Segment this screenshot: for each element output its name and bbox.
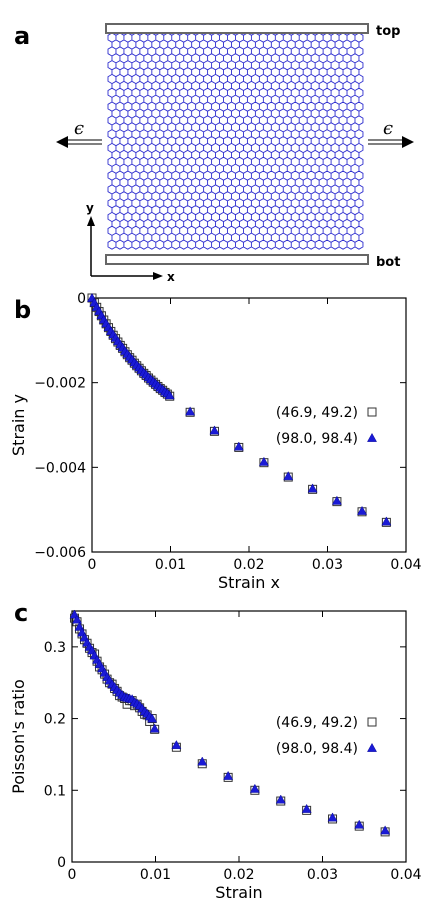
data-point-triangle [331, 495, 342, 505]
top-bar-label: top [376, 24, 400, 39]
y-tick-label: 0 [77, 291, 86, 307]
y-tick-label: −0.004 [34, 460, 86, 476]
x-axis-title: Strain x [218, 573, 280, 592]
data-point-triangle [354, 819, 365, 829]
chart-b: 0 0.01 0.02 0.03 0.04 0 −0.002 −0.004 −0.006 Stra… [9, 291, 422, 592]
right-strain-arrow [368, 136, 414, 148]
legend-label: (46.9, 49.2) [276, 405, 358, 421]
data-point-triangle [307, 483, 318, 493]
coordinate-axes [87, 216, 163, 280]
data-point-triangle [149, 723, 160, 733]
x-tick-label: 0.02 [223, 867, 254, 883]
data-point-triangle [171, 740, 182, 749]
x-tick-label: 0.04 [390, 557, 421, 573]
chart-c: 0 0.01 0.02 0.03 0.04 0 0.1 0.2 0.3 Strain Poisson… [9, 609, 422, 902]
data-point-triangle [233, 441, 244, 451]
panel-b-label: b [14, 296, 31, 324]
panel-a-label: a [14, 22, 30, 50]
x-tick-label: 0.01 [140, 867, 171, 883]
right-strain-label: ϵ [383, 118, 393, 139]
legend-label: (98.0, 98.4) [276, 431, 358, 447]
data-point-triangle [249, 783, 260, 793]
x-tick-label: 0 [88, 557, 97, 573]
graphene-lattice [107, 32, 364, 250]
y-tick-label: −0.006 [34, 545, 86, 561]
data-point-triangle [147, 713, 158, 723]
data-point-triangle [164, 390, 175, 400]
y-axis-title: Strain y [9, 394, 28, 456]
x-tick-label: 0 [68, 867, 77, 883]
y-axis-title: Poisson's ratio [9, 679, 28, 794]
data-point-triangle [381, 516, 392, 526]
x-axis-title: Strain [215, 883, 262, 902]
y-tick-label: 0.1 [44, 783, 66, 799]
x-tick-label: 0.03 [307, 867, 338, 883]
x-tick-label: 0.03 [312, 557, 343, 573]
data-point-triangle [223, 770, 234, 780]
panel-c-label: c [14, 599, 28, 627]
series-triangles [69, 609, 391, 835]
top-bar [105, 23, 369, 34]
x-axis-arrow-label: x [167, 270, 175, 284]
legend-triangle-icon [367, 742, 377, 752]
legend-triangle-icon [367, 432, 377, 442]
data-point-triangle [258, 456, 269, 466]
lattice-hexagons [107, 32, 364, 250]
y-axis-arrow-label: y [86, 201, 94, 215]
data-point-triangle [283, 471, 294, 481]
left-strain-arrow [56, 136, 102, 148]
plot-frame [71, 610, 407, 863]
data-point-triangle [357, 505, 367, 515]
bottom-bar [105, 254, 369, 265]
panel-c: c 0 0.01 0.02 0.03 0.04 0 0.1 0.2 0.3 Strain Poiss… [9, 599, 422, 902]
data-point-triangle [327, 812, 338, 822]
bot-bar-label: bot [376, 255, 400, 270]
data-point-triangle [72, 614, 82, 624]
x-tick-label: 0.01 [155, 557, 186, 573]
data-point-triangle [275, 794, 286, 804]
series-triangles [87, 292, 392, 526]
legend-square-icon [367, 717, 377, 727]
data-point-triangle [301, 803, 312, 813]
x-tick-label: 0.02 [233, 557, 264, 573]
legend-square-icon [367, 407, 377, 417]
panel-b: b 0 0.01 0.02 0.03 0.04 0 −0.002 −0.004 −0.006 St… [9, 291, 422, 592]
data-point-triangle [185, 406, 196, 416]
left-strain-label: ϵ [74, 118, 84, 139]
panel-a: a top bot ϵ ϵ y x [14, 22, 414, 284]
data-point-triangle [197, 756, 208, 766]
y-tick-label: 0 [57, 855, 66, 871]
legend-label: (46.9, 49.2) [276, 715, 358, 731]
data-point-triangle [380, 825, 391, 835]
data-point-triangle [209, 425, 220, 435]
y-tick-label: −0.002 [34, 376, 86, 392]
y-tick-label: 0.3 [44, 640, 66, 656]
x-tick-label: 0.04 [390, 867, 421, 883]
y-tick-label: 0.2 [44, 712, 66, 728]
legend-label: (98.0, 98.4) [276, 741, 358, 757]
